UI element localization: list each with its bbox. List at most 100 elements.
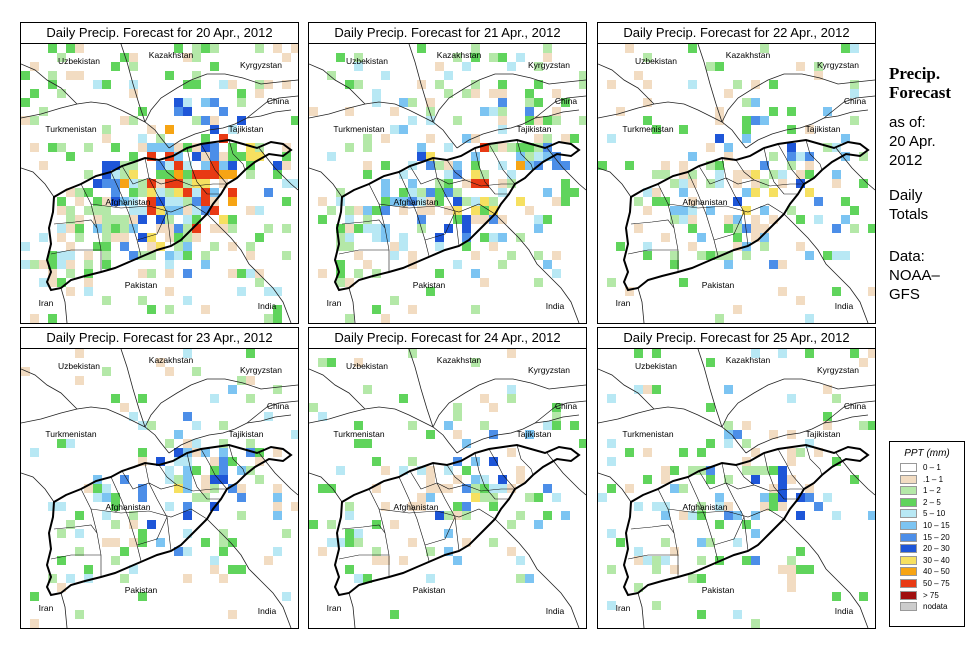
precip-cell [724,430,733,439]
country-border [783,213,869,323]
precip-cell [850,116,859,125]
precip-cell [210,242,219,251]
precip-cell [688,44,697,53]
precip-cell [219,170,228,179]
precip-cell [174,430,183,439]
precip-cell [183,215,192,224]
precip-cell [111,493,120,502]
precip-cell [264,556,273,565]
precip-cell [345,206,354,215]
country-label-india: India [835,301,854,311]
precip-cell [372,520,381,529]
precip-cell [147,251,156,260]
precip-cell [66,260,75,269]
precip-cell [814,197,823,206]
precip-cell [534,143,543,152]
precip-cell [733,224,742,233]
precip-cell [201,305,210,314]
precip-cell [760,493,769,502]
precip-cell [634,502,643,511]
precip-cell [697,610,706,619]
precip-cell [21,367,30,376]
country-label-china: China [844,401,866,411]
province-border [341,524,386,534]
precip-cell [814,62,823,71]
precip-cell [805,565,814,574]
legend-item: 30 – 40 [890,555,964,567]
precip-cell [246,242,255,251]
precip-cell [751,170,760,179]
precip-cell [318,358,327,367]
precip-cell [561,134,570,143]
precip-cell [408,197,417,206]
province-border [90,508,208,520]
precip-cell [480,143,489,152]
precip-cell [129,53,138,62]
precip-cell [183,439,192,448]
precip-cell [174,206,183,215]
province-border [488,143,516,185]
precip-cell [336,224,345,233]
forecast-panel-5: Daily Precip. Forecast for 24 Apr., 2012… [308,327,587,629]
precip-cell [21,242,30,251]
precip-cell [859,592,868,601]
precip-cell [859,179,868,188]
precip-cell [165,439,174,448]
precip-cell [661,502,670,511]
precip-cell [507,179,516,188]
precip-cell [174,161,183,170]
country-label-pakistan: Pakistan [702,280,735,290]
precip-cell [832,251,841,260]
precip-cell [111,179,120,188]
precip-cell [174,152,183,161]
precip-cell [552,197,561,206]
precip-cell [237,565,246,574]
precip-cell [706,206,715,215]
precip-cell [39,161,48,170]
precip-cell [120,574,129,583]
precip-cell [742,439,751,448]
legend-label: 0 – 1 [923,463,941,472]
precip-cell [219,224,228,233]
precip-cell [66,269,75,278]
country-label-kyrgyzstan: Kyrgyzstan [528,365,570,375]
precip-cell [715,314,724,323]
country-border [246,95,298,119]
precip-cell [201,161,210,170]
precip-cell [534,278,543,287]
precip-cell [616,538,625,547]
precip-map: Uzbekistan Kazakhstan Kyrgyzstan China Turkm… [598,349,875,628]
precip-cell [471,457,480,466]
precip-cell [769,80,778,89]
precip-cell [174,107,183,116]
country-label-turkmenistan: Turkmenistan [333,124,384,134]
precip-map: Uzbekistan Kazakhstan Kyrgyzstan China Turkm… [309,44,586,323]
precip-cell [84,278,93,287]
precip-cell [661,233,670,242]
precip-cell [57,89,66,98]
precip-cell [165,197,174,206]
precip-cell [516,143,525,152]
precip-cell [228,538,237,547]
precip-cell [228,170,237,179]
precip-cell [751,511,760,520]
precip-cell [111,224,120,233]
precip-cell [408,305,417,314]
country-border [637,592,645,628]
country-label-india: India [258,606,277,616]
province-border [432,462,460,552]
precip-cell [796,511,805,520]
precip-cell [138,134,147,143]
precip-cell [237,287,246,296]
precip-cell [552,89,561,98]
country-border [246,400,298,424]
precip-cell [75,547,84,556]
precip-cell [111,161,120,170]
precip-cell [661,197,670,206]
precip-cell [48,143,57,152]
legend-label: 20 – 30 [923,544,950,554]
precip-cell [192,367,201,376]
precip-cell [111,538,120,547]
precip-cell [345,565,354,574]
country-border [432,378,586,428]
